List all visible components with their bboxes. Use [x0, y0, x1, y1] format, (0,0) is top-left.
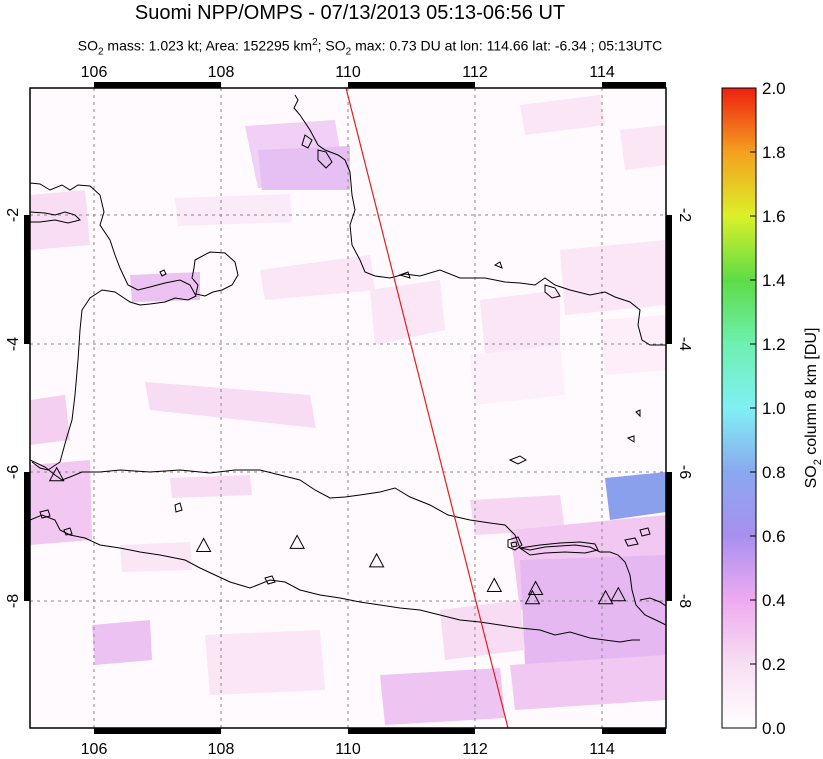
volcano-triangle-icon — [610, 586, 627, 602]
lon-tick-bottom: 108 — [208, 741, 235, 758]
colorbar-tick: 0.2 — [762, 655, 786, 674]
lat-tick-right: -4 — [676, 337, 693, 351]
colorbar-tick: 1.6 — [762, 207, 786, 226]
volcano-triangle-icon — [524, 589, 541, 605]
lon-tick-top: 110 — [335, 64, 361, 81]
colorbar-tick-labels: 0.0 0.2 0.4 0.6 0.8 1.0 1.2 1.4 1.6 1.8 … — [762, 79, 786, 738]
volcano-markers — [48, 466, 627, 605]
lon-tick-labels-top: 106 108 110 112 114 — [81, 64, 615, 81]
colorbar-tick: 1.2 — [762, 335, 786, 354]
colorbar-tick: 1.8 — [762, 143, 786, 162]
colorbar-tick: 0.6 — [762, 527, 786, 546]
lon-tick-top: 106 — [81, 64, 108, 81]
lat-tick-left: -8 — [5, 594, 22, 608]
lat-tick-labels-right: -2 -4 -6 -8 — [676, 208, 693, 608]
colorbar-tick: 0.8 — [762, 463, 786, 482]
volcano-triangle-icon — [486, 577, 503, 592]
volcano-triangle-icon — [289, 534, 305, 549]
coastlines — [30, 94, 666, 643]
lat-tick-left: -6 — [5, 465, 22, 479]
lat-tick-left: -4 — [5, 337, 22, 351]
map-title: Suomi NPP/OMPS - 07/13/2013 05:13-06:56 … — [134, 2, 566, 24]
lon-tick-top: 108 — [208, 64, 235, 81]
lon-tick-top: 114 — [589, 64, 615, 81]
colorbar-tick: 2.0 — [762, 79, 786, 98]
lon-tick-labels-bottom: 106 108 110 112 114 — [81, 741, 615, 758]
lat-tick-labels-left: -2 -4 -6 -8 — [5, 208, 22, 608]
volcano-triangle-icon — [48, 466, 65, 482]
colorbar-label: SO2 column 8 km [DU] — [803, 328, 823, 489]
volcano-triangle-icon — [368, 552, 385, 568]
volcano-triangle-icon — [527, 580, 544, 596]
lon-tick-bottom: 112 — [462, 741, 488, 758]
orbit-track-line — [345, 87, 509, 729]
lon-tick-bottom: 110 — [335, 741, 361, 758]
so2-swaths — [30, 95, 666, 725]
volcano-triangle-icon — [195, 537, 212, 552]
colorbar-tick: 1.0 — [762, 399, 786, 418]
lon-tick-bottom: 106 — [81, 741, 108, 758]
volcano-triangle-icon — [597, 589, 614, 605]
colorbar-tick: 1.4 — [762, 271, 786, 290]
colorbar-tick: 0.4 — [762, 591, 786, 610]
lat-tick-right: -8 — [676, 594, 693, 608]
lon-tick-top: 112 — [462, 64, 488, 81]
lon-tick-bottom: 114 — [589, 741, 615, 758]
colorbar-tick: 0.0 — [762, 719, 786, 738]
lat-tick-left: -2 — [5, 208, 22, 222]
lat-tick-right: -6 — [676, 465, 693, 479]
map-subtitle: SO2 mass: 1.023 kt; Area: 152295 km2; SO… — [77, 37, 663, 58]
lat-tick-right: -2 — [676, 208, 693, 222]
colorbar-ticks — [750, 87, 756, 729]
map-border-bars — [24, 82, 672, 734]
